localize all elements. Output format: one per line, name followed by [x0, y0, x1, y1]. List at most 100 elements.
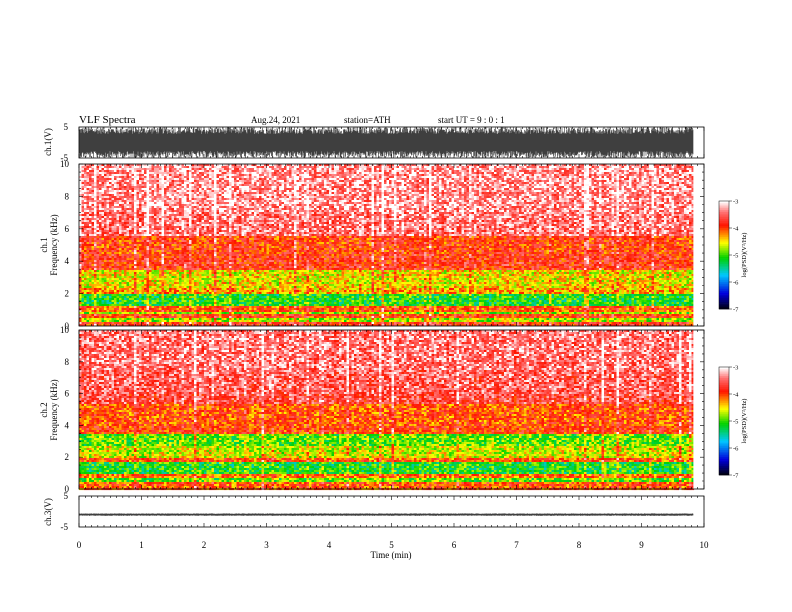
ch1-spectrogram-cell	[531, 190, 535, 193]
ch1-spectrogram-cell	[596, 184, 600, 187]
ch1-spectrogram-cell	[364, 164, 367, 167]
ch1-spectrogram-cell	[376, 194, 380, 197]
ch1-spectrogram-cell	[514, 202, 517, 205]
ch1-spectrogram-cell	[654, 184, 657, 187]
ch1-spectrogram-cell	[646, 184, 650, 187]
ch1-spectrogram-cell	[121, 170, 125, 173]
ch1-spectrogram-cell	[369, 164, 372, 167]
ch1-spectrogram-cell	[536, 190, 540, 193]
ch1-spectrogram-cell	[464, 166, 467, 169]
ch1-spectrogram-cell	[511, 200, 515, 203]
ch1-spectrogram-cell	[369, 190, 372, 193]
ch1-spectrogram-cell	[96, 178, 100, 181]
ch1-spectrogram-cell	[244, 198, 247, 201]
ch1-spectrogram-cell	[576, 190, 580, 193]
ch1-spectrogram-cell	[504, 176, 507, 179]
ch1-spectrogram-cell	[304, 164, 307, 167]
ch1-spectrogram-cell	[446, 180, 450, 183]
ch1-spectrogram-cell	[549, 166, 552, 169]
ch1-spectrogram-cell	[501, 194, 505, 197]
ch1-spectrogram-cell	[316, 202, 320, 205]
ch1-spectrogram-cell	[579, 172, 582, 175]
ch1-spectrogram-cell	[364, 202, 367, 205]
ch1-spectrogram-cell	[646, 166, 650, 169]
ch1-spectrogram-cell	[356, 174, 360, 177]
ch1-spectrogram-cell	[114, 184, 117, 187]
ch1-spectrogram-cell	[234, 188, 237, 191]
ch1-spectrogram-cell	[619, 188, 622, 191]
ch1-spectrogram-cell	[614, 184, 617, 187]
ch1-spectrogram-cell	[374, 168, 377, 171]
ch1-spectrogram-cell	[321, 178, 325, 181]
ch1-spectrogram-cell	[236, 176, 240, 179]
ch1-spectrogram-cell	[354, 186, 357, 189]
ch1-spectrogram-cell	[201, 170, 205, 173]
ch1-spectrogram-cell	[459, 186, 462, 189]
ch1-spectrogram-cell	[194, 204, 197, 207]
ch1-spectrogram-cell	[501, 192, 505, 195]
ch1-spectrogram-cell	[446, 172, 450, 175]
ch1-spectrogram-cell	[621, 202, 625, 205]
ch1-spectrogram-cell	[689, 194, 692, 197]
ch1-spectrogram-cell	[439, 196, 442, 199]
ch1-spectrogram-cell	[499, 176, 502, 179]
ch1-spectrogram-cell	[401, 176, 405, 179]
ch1-spectrogram-cell	[656, 188, 660, 191]
ch1-spectrogram-cell	[414, 166, 417, 169]
ch1-spectrogram-cell	[639, 172, 642, 175]
ch1-spectrogram-cell	[104, 202, 107, 205]
ch1-spectrogram-cell	[259, 198, 262, 201]
ch1-spectrogram-cell	[251, 194, 255, 197]
ch1-spectrogram-cell	[671, 186, 675, 189]
ch1-spectrogram-cell	[641, 194, 645, 197]
ch1-spectrogram-cell	[199, 182, 202, 185]
ch1-spectrogram-cell	[564, 200, 567, 203]
ch1-spectrogram-cell	[214, 190, 217, 193]
ch1-spectrogram-cell	[406, 200, 410, 203]
ch1-spectrogram-cell	[204, 202, 207, 205]
ch1-spectrogram-cell	[246, 196, 250, 199]
ch1-spectrogram-cell	[514, 180, 517, 183]
ch1-spectrogram-cell	[269, 198, 272, 201]
ch1-spectrogram-cell	[371, 184, 375, 187]
ch1-spectrogram-cell	[446, 196, 450, 199]
ch1-spectrogram-cell	[189, 166, 192, 169]
ch1-spectrogram-cell	[336, 198, 340, 201]
ch1-spectrogram-cell	[271, 192, 275, 195]
ch1-spectrogram-cell	[334, 188, 337, 191]
ch1-spectrogram-cell	[374, 182, 377, 185]
ch1-spectrogram-cell	[184, 182, 187, 185]
ch1-spectrogram-cell	[284, 182, 287, 185]
ch1-spectrogram-cell	[596, 186, 600, 189]
ch1-spectrogram-cell	[439, 174, 442, 177]
ch1-spectrogram-cell	[376, 164, 380, 167]
ch1-spectrogram-cell	[594, 184, 597, 187]
ch1-spectrogram-cell	[439, 172, 442, 175]
ch1-spectrogram-cell	[79, 190, 82, 193]
ch1-spectrogram-cell	[584, 174, 587, 177]
ch1-spectrogram-cell	[154, 188, 157, 191]
ch1-spectrogram-cell	[259, 176, 262, 179]
ch1-spectrogram-cell	[281, 190, 285, 193]
ch1-spectrogram-cell	[234, 166, 237, 169]
ch1-spectrogram-cell	[684, 184, 687, 187]
ch1-spectrogram-cell	[676, 198, 680, 201]
ch1-spectrogram-cell	[139, 178, 142, 181]
ch1-spectrogram-cell	[476, 172, 480, 175]
ch1-spectrogram-cell	[214, 186, 217, 189]
ch1-spectrogram-cell	[671, 166, 675, 169]
ch1-spectrogram-cell	[139, 182, 142, 185]
ch1-spectrogram-cell	[434, 174, 437, 177]
ch1-spectrogram-cell	[181, 184, 185, 187]
ch1-spectrogram-cell	[181, 200, 185, 203]
ch1-spectrogram-cell	[209, 192, 212, 195]
ch1-spectrogram-cell	[536, 166, 540, 169]
ch1-spectrogram-cell	[144, 176, 147, 179]
ch1-spectrogram-cell	[599, 168, 602, 171]
ch1-spectrogram-cell	[689, 198, 692, 201]
ch1-spectrogram-cell	[274, 174, 277, 177]
ch1-spectrogram-cell	[666, 166, 670, 169]
ch1-spectrogram-cell	[241, 174, 245, 177]
ch1-spectrogram-cell	[551, 198, 555, 201]
ch1-spectrogram-cell	[449, 178, 452, 181]
